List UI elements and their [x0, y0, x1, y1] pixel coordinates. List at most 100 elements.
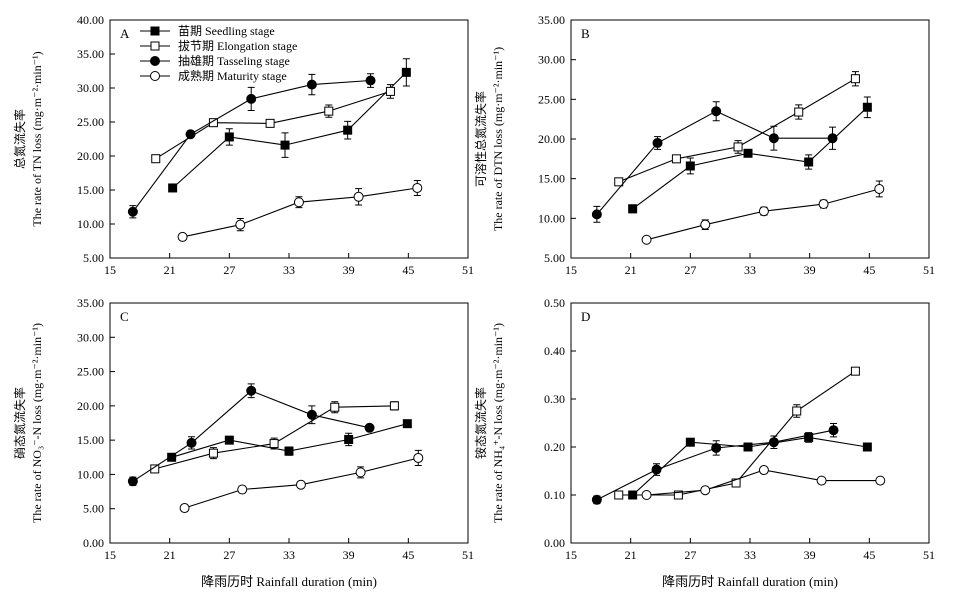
data-point-elongation — [614, 490, 624, 500]
y-tick-label: 25.00 — [538, 92, 565, 106]
y-tick-label: 0.10 — [544, 488, 565, 502]
data-point-elongation — [265, 118, 275, 128]
data-point-tasseling — [711, 442, 722, 453]
y-axis-label-en-A: The rate of TN loss (mg·m⁻²·min⁻¹) — [30, 51, 44, 226]
data-point-tasseling — [186, 437, 197, 448]
x-tick-label: 45 — [402, 263, 414, 277]
y-tick-label: 30.00 — [538, 53, 565, 67]
series-elongation-C — [150, 401, 399, 474]
data-point-tasseling — [365, 75, 376, 86]
y-tick-label: 0.30 — [544, 392, 565, 406]
panel-label-D: D — [581, 309, 590, 324]
data-point-maturity — [177, 231, 188, 242]
data-point-elongation — [389, 401, 399, 411]
data-point-tasseling — [246, 385, 257, 396]
data-point-maturity — [295, 479, 306, 490]
panel-C: 15 21 27 33 39 45 51 0.00 5.00 10.00 15.00 20.00 25.… — [77, 296, 474, 562]
legend-marker-tasseling — [150, 56, 160, 66]
data-point-seedling — [402, 419, 412, 429]
y-tick-label: 15.00 — [538, 172, 565, 186]
y-tick-label: 10.00 — [538, 211, 565, 225]
x-axis-label-C: 降雨历时 Rainfall duration (min) — [201, 574, 377, 589]
data-point-maturity — [412, 182, 423, 193]
x-tick-label: 33 — [283, 548, 295, 562]
data-point-tasseling — [768, 133, 779, 144]
data-point-tasseling — [364, 422, 375, 433]
x-tick-label: 33 — [744, 263, 756, 277]
y-tick-label: 0.00 — [544, 536, 565, 550]
y-tick-label: 30.00 — [77, 81, 104, 95]
series-tasseling-D — [591, 422, 839, 505]
data-point-maturity — [875, 475, 886, 486]
series-line-elongation — [618, 78, 856, 183]
data-point-seedling — [628, 204, 638, 214]
y-tick-label: 35.00 — [77, 296, 104, 310]
y-tick-label: 35.00 — [77, 47, 104, 61]
data-point-tasseling — [127, 476, 138, 487]
y-axis-label-en-B: The rate of DTN loss (mg·m⁻²·min⁻¹) — [491, 47, 505, 231]
legend-label-seedling: 苗期 Seedling stage — [178, 24, 275, 38]
data-point-tasseling — [591, 209, 602, 220]
data-point-seedling — [862, 442, 872, 452]
series-maturity-C — [179, 449, 424, 514]
data-point-tasseling — [828, 425, 839, 436]
legend-label-tasseling: 抽雄期 Tasseling stage — [178, 53, 290, 68]
series-elongation-A — [151, 84, 395, 164]
data-point-elongation — [733, 142, 743, 152]
panel-label-B: B — [581, 26, 590, 41]
data-point-seedling — [804, 432, 814, 442]
x-tick-label: 21 — [164, 263, 176, 277]
data-point-elongation — [150, 464, 160, 474]
data-point-seedling — [280, 140, 290, 150]
y-tick-label: 10.00 — [77, 217, 104, 231]
data-point-maturity — [818, 199, 829, 210]
y-tick-label: 30.00 — [77, 330, 104, 344]
data-point-elongation — [324, 106, 334, 116]
x-tick-label: 27 — [684, 263, 696, 277]
data-point-maturity — [235, 219, 246, 230]
series-maturity-D — [641, 465, 886, 500]
y-axis-label-en-C: The rate of NO₃⁻-N loss (mg·m⁻²·min⁻¹) — [30, 323, 44, 523]
data-point-seedling — [804, 157, 814, 167]
y-axis-label-cn-A: 总氮流失率 — [12, 109, 27, 169]
data-point-elongation — [151, 154, 161, 164]
data-point-elongation — [671, 154, 681, 164]
data-point-maturity — [355, 467, 366, 478]
y-tick-label: 35.00 — [538, 13, 565, 27]
data-point-elongation — [850, 74, 860, 84]
data-point-elongation — [794, 107, 804, 117]
data-point-elongation — [614, 177, 624, 187]
data-point-elongation — [269, 439, 279, 449]
data-point-seedling — [743, 442, 753, 452]
data-point-seedling — [167, 452, 177, 462]
y-tick-label: 10.00 — [77, 467, 104, 481]
x-tick-label: 39 — [343, 548, 355, 562]
panel-label-A: A — [120, 26, 130, 41]
panel-A: 15 21 27 33 39 45 51 5.00 10.00 15.00 20.00 25.00 30… — [77, 13, 474, 277]
data-point-tasseling — [306, 79, 317, 90]
y-tick-label: 40.00 — [77, 13, 104, 27]
x-tick-label: 51 — [923, 548, 935, 562]
y-tick-label: 15.00 — [77, 433, 104, 447]
plot-frame-D — [570, 302, 930, 544]
data-point-maturity — [179, 503, 190, 514]
series-seedling-A — [168, 58, 411, 193]
panel-label-C: C — [120, 309, 129, 324]
plot-frame-B — [570, 19, 930, 259]
y-tick-label: 20.00 — [77, 149, 104, 163]
x-tick-label: 15 — [104, 548, 116, 562]
x-tick-label: 39 — [804, 263, 816, 277]
data-point-maturity — [874, 183, 885, 194]
series-seedling-C — [167, 419, 412, 462]
series-tasseling-A — [127, 73, 376, 219]
x-tick-label: 27 — [223, 263, 235, 277]
x-tick-label: 27 — [684, 548, 696, 562]
data-point-tasseling — [127, 206, 138, 217]
data-point-tasseling — [827, 133, 838, 144]
series-tasseling-C — [127, 383, 375, 487]
series-elongation-D — [614, 366, 860, 500]
data-point-seedling — [343, 125, 353, 135]
y-tick-label: 25.00 — [77, 115, 104, 129]
